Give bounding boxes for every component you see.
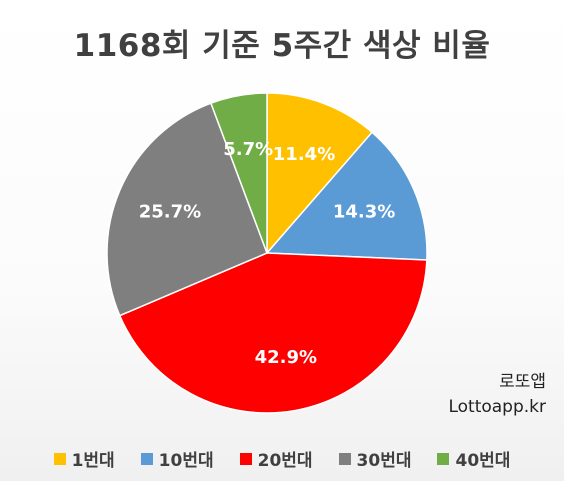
pie-slice-5: [209, 92, 268, 254]
legend-label: 20번대: [257, 451, 313, 471]
slice-label-5: 5.7%: [223, 139, 273, 160]
legend-swatch: [140, 452, 153, 465]
legend-label: 1번대: [71, 451, 115, 471]
slice-label-3: 42.9%: [255, 347, 317, 368]
legend-item-1: 1번대: [53, 446, 115, 471]
legend-item-3: 20번대: [239, 446, 313, 471]
legend-swatch: [53, 452, 66, 465]
slice-label-1: 11.4%: [273, 144, 335, 165]
pie-slice-2: [265, 131, 428, 261]
pie-slice-1: [266, 92, 374, 256]
legend-item-2: 10번대: [140, 446, 214, 471]
pie-slice-3: [118, 252, 428, 414]
legend-item-4: 30번대: [338, 446, 412, 471]
slice-label-4: 25.7%: [139, 201, 201, 222]
legend-label: 30번대: [356, 451, 412, 471]
watermark-korean: 로또앱: [499, 372, 546, 392]
legend-item-5: 40번대: [437, 446, 510, 471]
legend-label: 40번대: [455, 451, 511, 471]
legend-swatch: [239, 452, 252, 465]
watermark-url: Lottoapp.kr: [448, 397, 546, 417]
legend-swatch: [437, 452, 450, 465]
legend: 1번대 10번대 20번대 30번대 40번대: [0, 446, 564, 471]
pie-slice-4: [106, 102, 268, 317]
chart-title: 1168회 기준 5주간 색상 비율: [73, 28, 491, 64]
legend-swatch: [338, 452, 351, 465]
slice-label-2: 14.3%: [333, 201, 395, 222]
legend-label: 10번대: [158, 451, 214, 471]
